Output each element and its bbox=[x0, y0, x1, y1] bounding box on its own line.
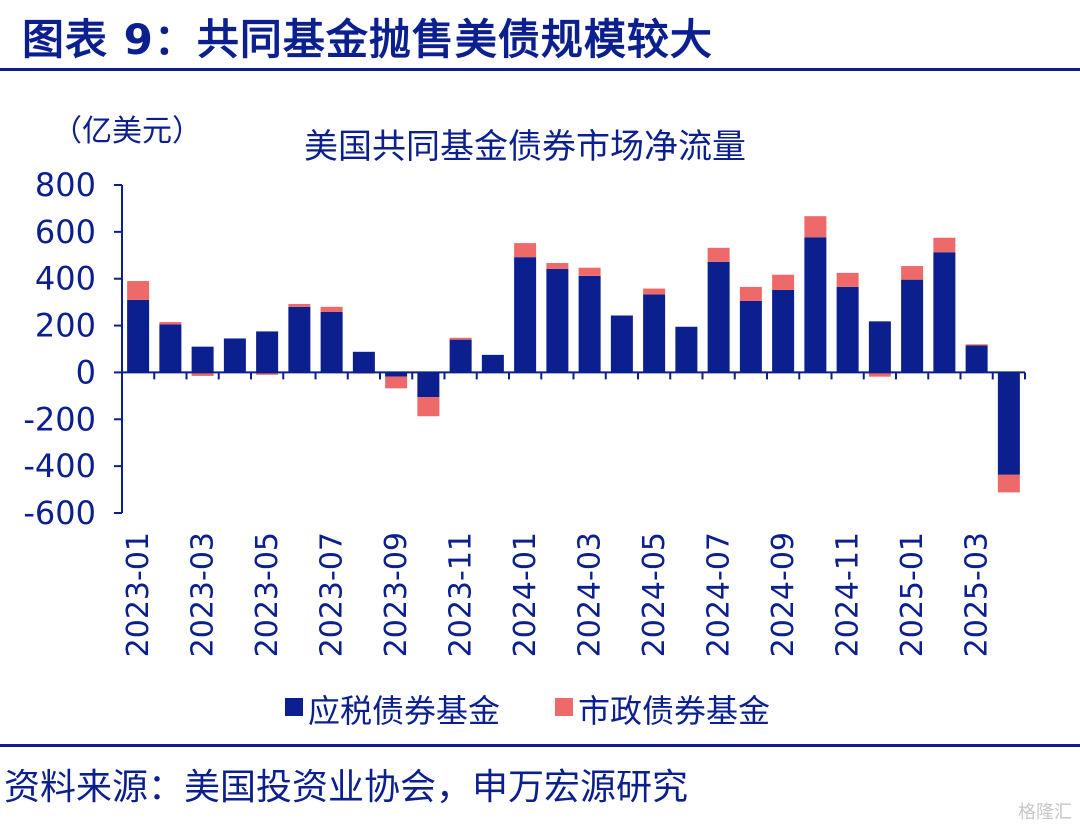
bar-taxable-2024-03 bbox=[578, 275, 601, 373]
bar-taxable-2024-02 bbox=[546, 268, 569, 373]
y-tick-label: 0 bbox=[76, 353, 96, 391]
x-tick-label: 2024-05 bbox=[637, 532, 672, 657]
x-tick-label: 2023-05 bbox=[250, 532, 285, 657]
bar-taxable-2023-03 bbox=[191, 346, 214, 373]
bar-municipal-2024-09 bbox=[772, 274, 795, 290]
bar-municipal-2024-10 bbox=[804, 216, 827, 238]
bar-taxable-2023-12 bbox=[481, 354, 504, 373]
x-tick-label: 2023-01 bbox=[121, 532, 156, 657]
y-tick-label: -600 bbox=[23, 494, 96, 532]
bar-municipal-2023-10 bbox=[417, 397, 440, 417]
bar-municipal-2025-03 bbox=[965, 344, 988, 346]
x-tick-label: 2023-03 bbox=[186, 532, 221, 657]
bar-municipal-2024-05 bbox=[643, 288, 666, 295]
bar-municipal-2024-03 bbox=[578, 267, 601, 276]
bar-chart: （亿美元） 美国共同基金债券市场净流量 800 600 400 200 0 -200 -40… bbox=[23, 114, 1026, 730]
x-tick-label: 2023-11 bbox=[444, 532, 479, 657]
y-tick-label: -400 bbox=[23, 447, 96, 485]
bar-municipal-2024-12 bbox=[868, 372, 891, 377]
x-tick-label: 2024-11 bbox=[831, 532, 866, 657]
bar-taxable-2024-06 bbox=[675, 326, 698, 373]
x-tick-label: 2023-07 bbox=[315, 532, 350, 657]
footer-rule bbox=[0, 744, 1080, 747]
bar-taxable-2023-02 bbox=[159, 324, 182, 373]
watermark: 格隆汇 bbox=[1018, 802, 1072, 823]
legend-label-taxable: 应税债券基金 bbox=[308, 692, 500, 730]
bar-municipal-2023-02 bbox=[159, 322, 182, 325]
bar-taxable-2024-07 bbox=[707, 261, 730, 373]
x-tick-label: 2024-07 bbox=[702, 532, 737, 657]
bar-taxable-2023-09 bbox=[385, 372, 408, 377]
bar-taxable-2024-04 bbox=[610, 315, 633, 373]
legend-swatch-taxable bbox=[285, 698, 303, 716]
bar-taxable-2025-04 bbox=[997, 372, 1020, 475]
bar-taxable-2024-01 bbox=[514, 257, 537, 373]
bar-taxable-2023-08 bbox=[352, 351, 375, 373]
bar-taxable-2024-12 bbox=[868, 321, 891, 373]
bar-municipal-2023-03 bbox=[191, 372, 214, 376]
bar-municipal-2024-07 bbox=[707, 247, 730, 262]
x-tick-label: 2025-03 bbox=[960, 532, 995, 657]
legend-swatch-municipal bbox=[555, 698, 573, 716]
x-tick-label: 2024-03 bbox=[573, 532, 608, 657]
x-tick-label: 2025-01 bbox=[895, 532, 930, 657]
bar-municipal-2023-07 bbox=[320, 306, 343, 312]
bar-municipal-2023-01 bbox=[127, 281, 150, 300]
bar-taxable-2023-10 bbox=[417, 372, 440, 398]
bar-taxable-2023-11 bbox=[449, 339, 472, 373]
y-unit-label: （亿美元） bbox=[52, 114, 202, 149]
bar-municipal-2023-05 bbox=[256, 372, 279, 375]
bar-taxable-2023-01 bbox=[127, 299, 150, 373]
bar-taxable-2024-08 bbox=[739, 300, 762, 373]
bar-municipal-2023-09 bbox=[385, 376, 408, 389]
title-rule bbox=[0, 68, 1080, 71]
y-tick-label: 200 bbox=[35, 307, 96, 345]
bar-taxable-2024-05 bbox=[643, 294, 666, 373]
legend-label-municipal: 市政债券基金 bbox=[578, 692, 770, 730]
bar-taxable-2023-06 bbox=[288, 306, 311, 373]
bar-taxable-2025-02 bbox=[933, 252, 956, 373]
bar-taxable-2025-01 bbox=[901, 279, 924, 373]
bar-municipal-2025-04 bbox=[997, 474, 1020, 493]
x-tick-label: 2023-09 bbox=[379, 532, 414, 657]
bar-municipal-2024-08 bbox=[739, 286, 762, 301]
y-tick-label: 800 bbox=[35, 166, 96, 204]
bar-municipal-2024-01 bbox=[514, 243, 537, 258]
chart-title: 美国共同基金债券市场净流量 bbox=[304, 127, 746, 167]
x-tick-label: 2024-01 bbox=[508, 532, 543, 657]
bar-taxable-2024-09 bbox=[772, 289, 795, 373]
source-note: 资料来源：美国投资业协会，申万宏源研究 bbox=[4, 767, 689, 808]
x-tick-label: 2024-09 bbox=[766, 532, 801, 657]
bar-taxable-2023-05 bbox=[256, 331, 279, 373]
bar-municipal-2025-01 bbox=[901, 266, 924, 280]
bar-taxable-2023-04 bbox=[223, 338, 246, 373]
bar-municipal-2023-11 bbox=[449, 337, 472, 340]
bar-municipal-2024-02 bbox=[546, 263, 569, 269]
legend: 应税债券基金 市政债券基金 bbox=[285, 692, 770, 730]
y-tick-label: 400 bbox=[35, 260, 96, 298]
bar-taxable-2025-03 bbox=[965, 345, 988, 373]
bar-municipal-2024-11 bbox=[836, 272, 859, 287]
bar-taxable-2024-11 bbox=[836, 286, 859, 373]
bar-municipal-2025-02 bbox=[933, 237, 956, 253]
figure-title: 图表 9：共同基金抛售美债规模较大 bbox=[22, 15, 713, 64]
y-tick-label: 600 bbox=[35, 213, 96, 251]
bar-taxable-2023-07 bbox=[320, 311, 343, 373]
bar-municipal-2023-06 bbox=[288, 304, 311, 307]
bar-taxable-2024-10 bbox=[804, 237, 827, 373]
y-tick-label: -200 bbox=[23, 400, 96, 438]
